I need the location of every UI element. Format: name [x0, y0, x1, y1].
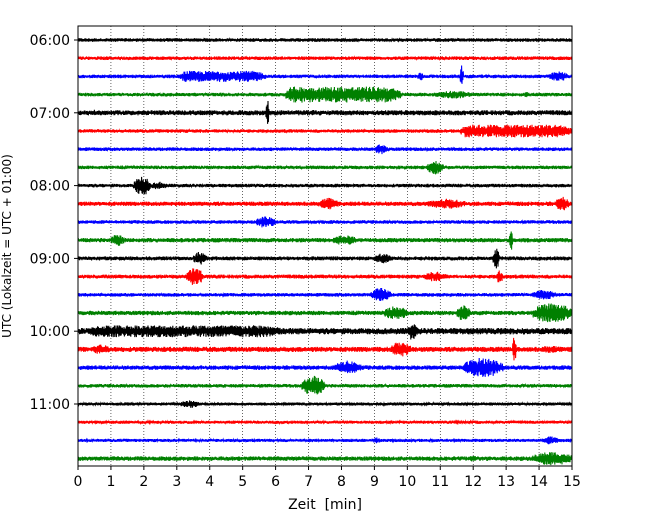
trace-0915 [77, 268, 573, 285]
plot-frame [77, 25, 573, 467]
y-tick-label: 07:00 [30, 106, 70, 122]
x-tick-label: 14 [530, 474, 548, 490]
trace-1045 [77, 375, 573, 395]
vertical-grid [110, 26, 540, 466]
trace-0630 [77, 65, 573, 84]
x-tick-label: 6 [271, 474, 280, 490]
y-tick-label: 11:00 [30, 397, 70, 413]
x-tick-label: 10 [398, 474, 416, 490]
trace-0745 [77, 161, 573, 175]
x-tick-label: 1 [106, 474, 115, 490]
trace-1000 [77, 324, 573, 340]
trace-0715 [77, 124, 573, 138]
x-tick-label: 4 [205, 474, 214, 490]
trace-1015 [77, 337, 573, 361]
trace-0930 [77, 287, 573, 301]
x-tick-label: 12 [464, 474, 482, 490]
y-axis-label: UTC (Lokalzeit = UTC + 01:00) [0, 154, 14, 338]
y-tick-label: 06:00 [30, 33, 70, 49]
x-tick-label: 15 [563, 474, 581, 490]
trace-0900 [77, 248, 573, 269]
trace-0615 [77, 55, 573, 62]
trace-1100 [77, 400, 573, 408]
trace-0945 [77, 303, 573, 323]
trace-1115 [77, 419, 573, 426]
x-axis-label: Zeit [min] [288, 497, 362, 513]
traces [77, 37, 573, 466]
x-tick-label: 8 [337, 474, 346, 490]
trace-0600 [77, 37, 573, 43]
trace-1145 [77, 452, 573, 466]
x-tick-label: 13 [497, 474, 515, 490]
x-tick-label: 3 [172, 474, 181, 490]
trace-1030 [77, 358, 573, 377]
x-tick-label: 7 [304, 474, 313, 490]
x-axis: 0 1 2 3 4 5 6 7 8 9 10 11 12 13 14 15 [74, 466, 581, 490]
x-tick-label: 2 [139, 474, 148, 490]
y-tick-label: 09:00 [30, 251, 70, 267]
trace-0830 [77, 216, 573, 228]
trace-0645 [77, 86, 573, 103]
trace-0730 [77, 144, 573, 155]
trace-0700 [77, 100, 573, 124]
x-tick-label: 0 [74, 474, 83, 490]
y-axis: 06:00 07:00 08:00 09:00 10:00 11:00 [30, 33, 78, 413]
x-tick-label: 5 [238, 474, 247, 490]
trace-0845 [77, 231, 573, 250]
x-tick-label: 9 [370, 474, 379, 490]
trace-0815 [77, 196, 573, 211]
trace-1130 [77, 436, 573, 445]
y-tick-label: 08:00 [30, 179, 70, 195]
x-tick-label: 11 [431, 474, 449, 490]
trace-0800 [77, 176, 573, 195]
y-tick-label: 10:00 [30, 324, 70, 340]
